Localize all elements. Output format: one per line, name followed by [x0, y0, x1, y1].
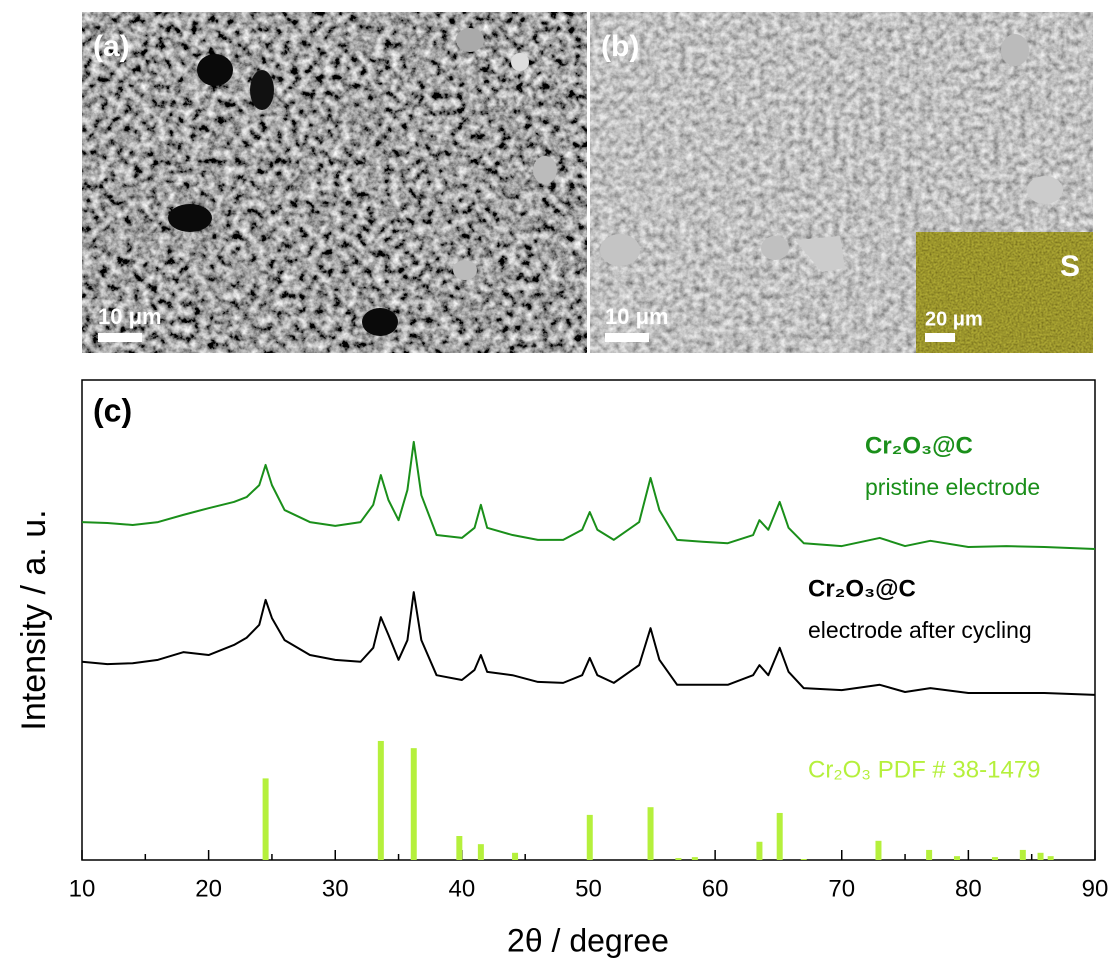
- reference-peak: [1047, 856, 1054, 860]
- dark-pore: [362, 308, 398, 336]
- reference-peak: [647, 807, 654, 860]
- x-tick-label: 90: [1082, 875, 1109, 902]
- panel-label: (b): [601, 30, 639, 63]
- reference-peak: [776, 812, 783, 860]
- reference-peak: [512, 852, 519, 860]
- x-tick-label: 50: [575, 875, 602, 902]
- dark-pore: [250, 70, 274, 110]
- element-label: S: [1060, 250, 1080, 283]
- x-tick-label: 40: [449, 875, 476, 902]
- reference-peak: [477, 844, 484, 860]
- bright-particle: [533, 156, 557, 184]
- reference-peak: [1037, 852, 1044, 860]
- reference-peak: [410, 748, 417, 860]
- reference-peak: [675, 858, 682, 860]
- bright-particle: [456, 28, 484, 52]
- reference-peak: [456, 836, 463, 860]
- reference-peak: [586, 814, 593, 860]
- x-tick-label: 70: [828, 875, 855, 902]
- dark-pore: [168, 204, 212, 232]
- x-axis-label: 2θ / degree: [507, 922, 669, 958]
- xrd-curve: [81, 591, 1096, 696]
- dark-pore: [197, 54, 233, 86]
- panel-label: (c): [93, 392, 132, 428]
- scale-bar: [925, 333, 955, 342]
- x-tick-label: 20: [195, 875, 222, 902]
- scale-bar: [98, 333, 142, 342]
- bright-particle: [1027, 176, 1063, 204]
- reference-peak: [262, 778, 269, 860]
- series-label: Cr₂O₃@C: [865, 432, 973, 459]
- series-description: electrode after cycling: [808, 617, 1032, 643]
- series-label: Cr₂O₃ PDF # 38-1479: [808, 756, 1041, 783]
- bright-particle: [600, 234, 640, 266]
- reference-peak: [875, 840, 882, 860]
- sem-texture: [82, 12, 587, 353]
- bright-particle: [511, 53, 529, 71]
- reference-peak: [953, 856, 960, 860]
- reference-peak: [377, 740, 384, 860]
- x-tick-label: 60: [702, 875, 729, 902]
- reference-peak: [691, 857, 698, 860]
- scale-bar: [605, 333, 649, 342]
- y-axis-label: Intensity / a. u.: [15, 509, 53, 730]
- x-tick-label: 80: [955, 875, 982, 902]
- x-tick-label: 10: [69, 875, 96, 902]
- scale-bar-label: 10 μm: [98, 304, 162, 329]
- reference-peak: [756, 841, 763, 860]
- reference-peak: [926, 849, 933, 860]
- reference-peak: [1019, 849, 1026, 860]
- panel-label: (a): [93, 30, 130, 63]
- x-tick-label: 30: [322, 875, 349, 902]
- sem-image-a: [82, 12, 587, 353]
- bright-particle: [453, 260, 477, 280]
- reference-peak: [991, 857, 998, 860]
- series-label: Cr₂O₃@C: [808, 575, 916, 602]
- series-description: pristine electrode: [865, 474, 1040, 500]
- scale-bar-label: 10 μm: [605, 304, 669, 329]
- edx-texture: [916, 232, 1093, 353]
- reference-peak: [800, 859, 807, 860]
- xrd-curve: [81, 440, 1096, 550]
- bright-particle: [761, 236, 789, 260]
- bright-particle: [795, 236, 845, 272]
- bright-particle: [1001, 34, 1029, 66]
- scale-bar-label: 20 μm: [925, 308, 983, 330]
